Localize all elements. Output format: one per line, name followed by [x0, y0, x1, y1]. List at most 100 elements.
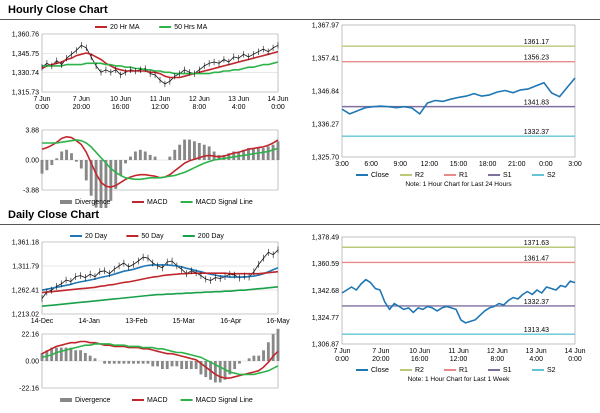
x-tick-label-6: 14 Jun 0:00	[564, 348, 585, 363]
divergence-bar	[55, 347, 58, 361]
x-tick-label-7: 0:00	[539, 161, 553, 168]
divergence-bar	[192, 141, 196, 160]
y-tick-label-1: 1,336.27	[312, 121, 339, 128]
legend-label-1: 50 Day	[141, 233, 164, 240]
x-tick-label-2: 10 Jun 16:00	[409, 348, 430, 363]
divergence-bar	[93, 358, 97, 361]
divergence-bar	[199, 361, 203, 375]
y-tick-label-3: 1,360.59	[312, 261, 339, 268]
x-tick-label-1: 7 Jun 20:00	[372, 348, 390, 363]
level-label-s2: 1332.37	[524, 129, 549, 136]
divergence-bar	[165, 361, 169, 370]
divergence-bar	[153, 156, 157, 160]
divergence-bar	[213, 361, 217, 383]
y-tick-label-1: 1,262.41	[12, 287, 39, 294]
divergence-bar	[238, 361, 241, 364]
divergence-bar	[185, 361, 188, 370]
y-tick-label-0: 1,213.02	[12, 312, 39, 319]
x-tick-label-3: 11 Jun 12:00	[150, 96, 171, 111]
daily-macd-chart: -22.16 0.00 22.16 Divergence MACD MACD Signal…	[19, 328, 280, 404]
x-tick-label-1: 6:00	[364, 161, 378, 168]
y-tick-label-0: -3.88	[23, 188, 39, 195]
divergence-bar	[88, 355, 92, 361]
divergence-bar	[156, 361, 160, 367]
y-tick-label-1: 1,324.77	[312, 315, 339, 322]
divergence-bar	[122, 361, 126, 364]
series-close	[341, 77, 576, 115]
series-20-day	[41, 264, 279, 291]
divergence-bar	[232, 151, 236, 160]
divergence-bar	[89, 160, 93, 196]
divergence-bar	[189, 361, 193, 370]
divergence-bar	[262, 350, 265, 361]
daily-price-chart: 1,213.02 1,262.41 1,311.79 1,361.18 14-Dec 14…	[12, 233, 290, 325]
x-tick-label-4: 12 Jun 8:00	[487, 348, 508, 363]
hourly-price-chart: 1,315.73 1,330.74 1,345.75 1,360.76 7 Jun 0:0…	[12, 24, 289, 111]
y-tick-label-0: -22.16	[19, 386, 39, 393]
divergence-bar	[104, 160, 108, 208]
hourly-macd-chart: -3.88 0.00 3.88 Divergence MACD MACD Signal L…	[23, 128, 280, 208]
divergence-bar	[69, 347, 73, 361]
daily-section-title: Daily Close Chart	[8, 209, 100, 221]
legend-label-2: R1	[459, 172, 468, 179]
y-tick-label-0: 1,325.70	[312, 155, 339, 162]
x-tick-label-3: 11 Jun 12:00	[448, 348, 469, 363]
hourly-section-title: Hourly Close Chart	[8, 4, 108, 16]
divergence-bar	[257, 355, 261, 361]
divergence-bar	[266, 342, 270, 361]
x-tick-label-3: 12:00	[421, 161, 439, 168]
divergence-bar	[194, 361, 198, 370]
legend-label-4: S2	[547, 172, 556, 179]
x-tick-label-2: 9:00	[393, 161, 407, 168]
divergence-bar	[261, 148, 265, 160]
divergence-bar	[160, 361, 164, 370]
divergence-bar	[60, 151, 64, 160]
y-tick-label-1: 0.00	[25, 359, 39, 366]
divergence-bar	[94, 160, 98, 208]
y-tick-label-2: 3.88	[25, 128, 39, 135]
divergence-bar	[228, 361, 232, 375]
divergence-bar	[180, 361, 184, 370]
divergence-bar	[124, 160, 128, 164]
divergence-bar	[79, 350, 82, 361]
divergence-bar	[247, 358, 251, 361]
level-label-r2: 1361.17	[524, 39, 549, 46]
hourly-title-rule	[0, 19, 600, 20]
divergence-bar	[40, 160, 44, 174]
legend-label-2: MACD Signal Line	[196, 199, 253, 206]
divergence-bar	[133, 151, 137, 160]
y-tick-label-2: 1,342.68	[312, 288, 339, 295]
divergence-bar	[178, 144, 182, 160]
x-tick-label-6: 14 Jun 0:00	[267, 96, 288, 111]
hourly-levels-chart: 1,325.70 1,336.27 1,346.84 1,357.41 1,367.97…	[312, 23, 582, 189]
series-macd-signal-line	[41, 343, 279, 376]
divergence-bar	[170, 361, 174, 367]
divergence-bar	[108, 361, 111, 364]
y-tick-label-2: 22.16	[21, 332, 39, 339]
legend-label-1: R2	[415, 172, 424, 179]
x-tick-label-3: 15-Mar	[173, 318, 196, 325]
x-tick-label-0: 7 Jun 0:00	[33, 96, 50, 111]
series-20-hr-ma	[41, 50, 279, 79]
level-label-r2: 1371.63	[524, 240, 549, 247]
x-tick-label-6: 21:00	[508, 161, 526, 168]
level-label-r1: 1356.23	[524, 55, 549, 62]
divergence-bar	[64, 347, 68, 361]
series-close	[341, 278, 576, 324]
divergence-bar	[202, 144, 206, 160]
x-tick-label-5: 13 Jun 4:00	[228, 96, 249, 111]
x-tick-label-0: 14-Dec	[31, 318, 54, 325]
y-tick-label-4: 1,367.97	[312, 23, 339, 30]
x-tick-label-1: 14-Jan	[78, 318, 100, 325]
y-tick-label-3: 1,357.41	[312, 55, 339, 62]
divergence-bar	[143, 151, 147, 160]
divergence-bar	[45, 160, 49, 171]
legend-label-1: MACD	[147, 397, 168, 404]
x-tick-label-4: 15:00	[450, 161, 468, 168]
legend-label-0: Close	[371, 172, 389, 179]
legend-label-0: 20 Day	[85, 233, 108, 240]
divergence-bar	[117, 361, 121, 364]
divergence-bar	[204, 361, 208, 378]
x-tick-label-4: 16-Apr	[220, 318, 242, 325]
x-tick-label-5: 16-May	[266, 318, 290, 325]
